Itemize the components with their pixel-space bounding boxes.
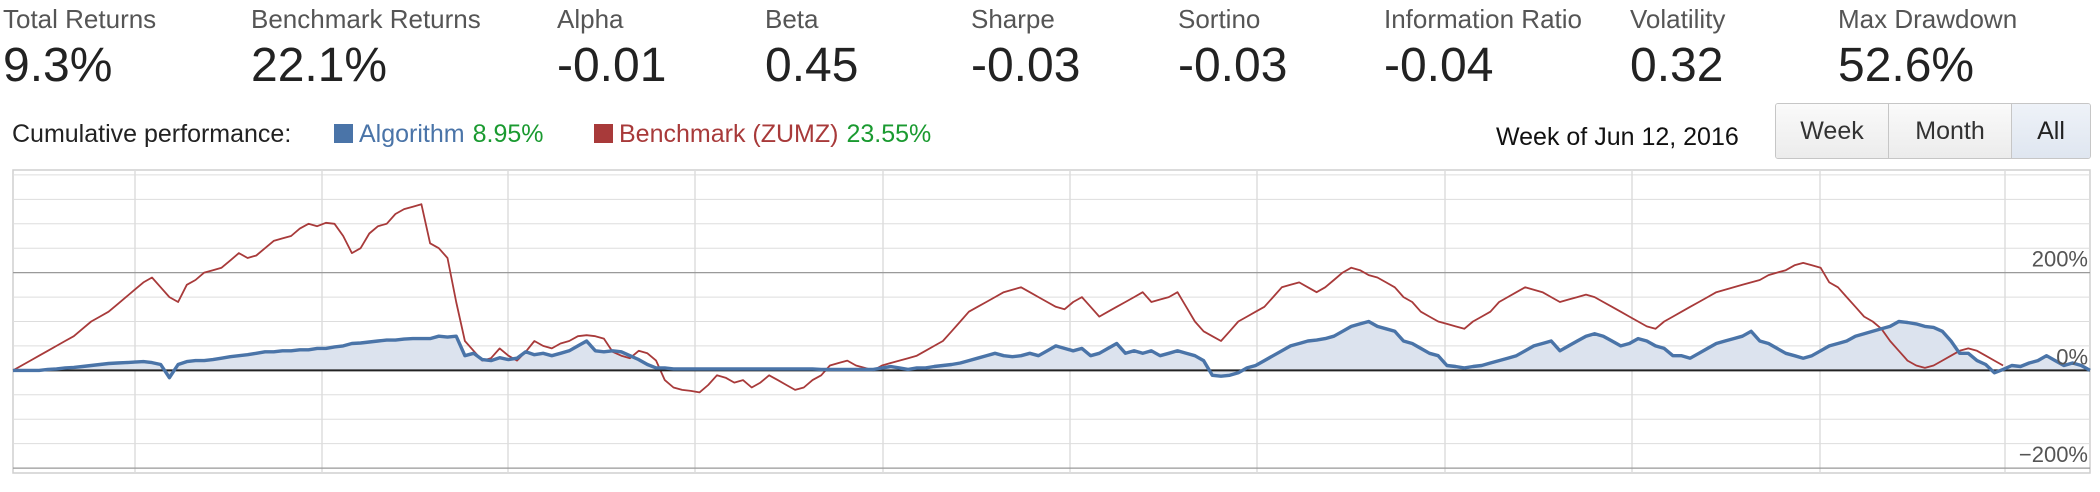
metric-value: 52.6%: [1838, 39, 1975, 92]
performance-title: Cumulative performance:: [12, 120, 292, 148]
legend-algorithm-name: Algorithm: [359, 120, 465, 148]
legend-item-algorithm[interactable]: Algorithm 8.95%: [334, 120, 543, 149]
y-tick-label: −200%: [2019, 442, 2088, 467]
range-button-week[interactable]: Week: [1776, 104, 1889, 158]
metric-label: Benchmark Returns: [251, 4, 481, 34]
metric-label: Total Returns: [3, 4, 157, 34]
week-label: Week of Jun 12, 2016: [1496, 123, 1739, 151]
metric-alpha: Alpha -0.01: [557, 4, 666, 96]
legend-benchmark-name: Benchmark (ZUMZ): [619, 120, 839, 148]
y-tick-label: 0%: [2056, 344, 2088, 369]
metric-value: 9.3%: [3, 39, 113, 92]
y-tick-label: 200%: [2032, 247, 2088, 272]
legend-item-benchmark[interactable]: Benchmark (ZUMZ) 23.55%: [594, 120, 931, 149]
metric-label: Beta: [765, 4, 819, 34]
metric-volatility: Volatility 0.32: [1630, 4, 1725, 96]
performance-chart: 200% 0% −200%: [12, 169, 2091, 474]
metric-value: 22.1%: [251, 39, 388, 92]
metric-label: Volatility: [1630, 4, 1726, 34]
metric-information-ratio: Information Ratio -0.04: [1384, 4, 1582, 96]
range-button-all[interactable]: All: [2012, 104, 2090, 158]
algorithm-swatch-icon: [334, 124, 353, 143]
metric-value: -0.01: [557, 39, 667, 92]
metric-value: 0.45: [765, 39, 859, 92]
algorithm-series-line: [13, 319, 2091, 380]
benchmark-series-line: [12, 203, 2004, 394]
range-button-month[interactable]: Month: [1889, 104, 2012, 158]
metric-value: 0.32: [1630, 39, 1724, 92]
metric-value: -0.04: [1384, 39, 1494, 92]
metric-max-drawdown: Max Drawdown 52.6%: [1838, 4, 2017, 96]
metric-value: -0.03: [971, 39, 1081, 92]
metric-benchmark-returns: Benchmark Returns 22.1%: [251, 4, 481, 96]
metrics-bar: Total Returns 9.3% Benchmark Returns 22.1% A…: [0, 0, 2100, 92]
metric-value: -0.03: [1178, 39, 1288, 92]
metric-beta: Beta 0.45: [765, 4, 858, 96]
metric-label: Information Ratio: [1384, 4, 1582, 34]
metric-label: Sharpe: [971, 4, 1055, 34]
metric-total-returns: Total Returns 9.3%: [3, 4, 156, 96]
metric-label: Sortino: [1178, 4, 1261, 34]
legend-benchmark-value: 23.55%: [846, 120, 932, 148]
metric-label: Alpha: [557, 4, 624, 34]
legend-algorithm-value: 8.95%: [472, 120, 544, 148]
range-selector: Week Month All: [1775, 103, 2091, 159]
metric-sharpe: Sharpe -0.03: [971, 4, 1080, 96]
metric-sortino: Sortino -0.03: [1178, 4, 1287, 96]
metric-label: Max Drawdown: [1838, 4, 2018, 34]
benchmark-swatch-icon: [594, 124, 613, 143]
